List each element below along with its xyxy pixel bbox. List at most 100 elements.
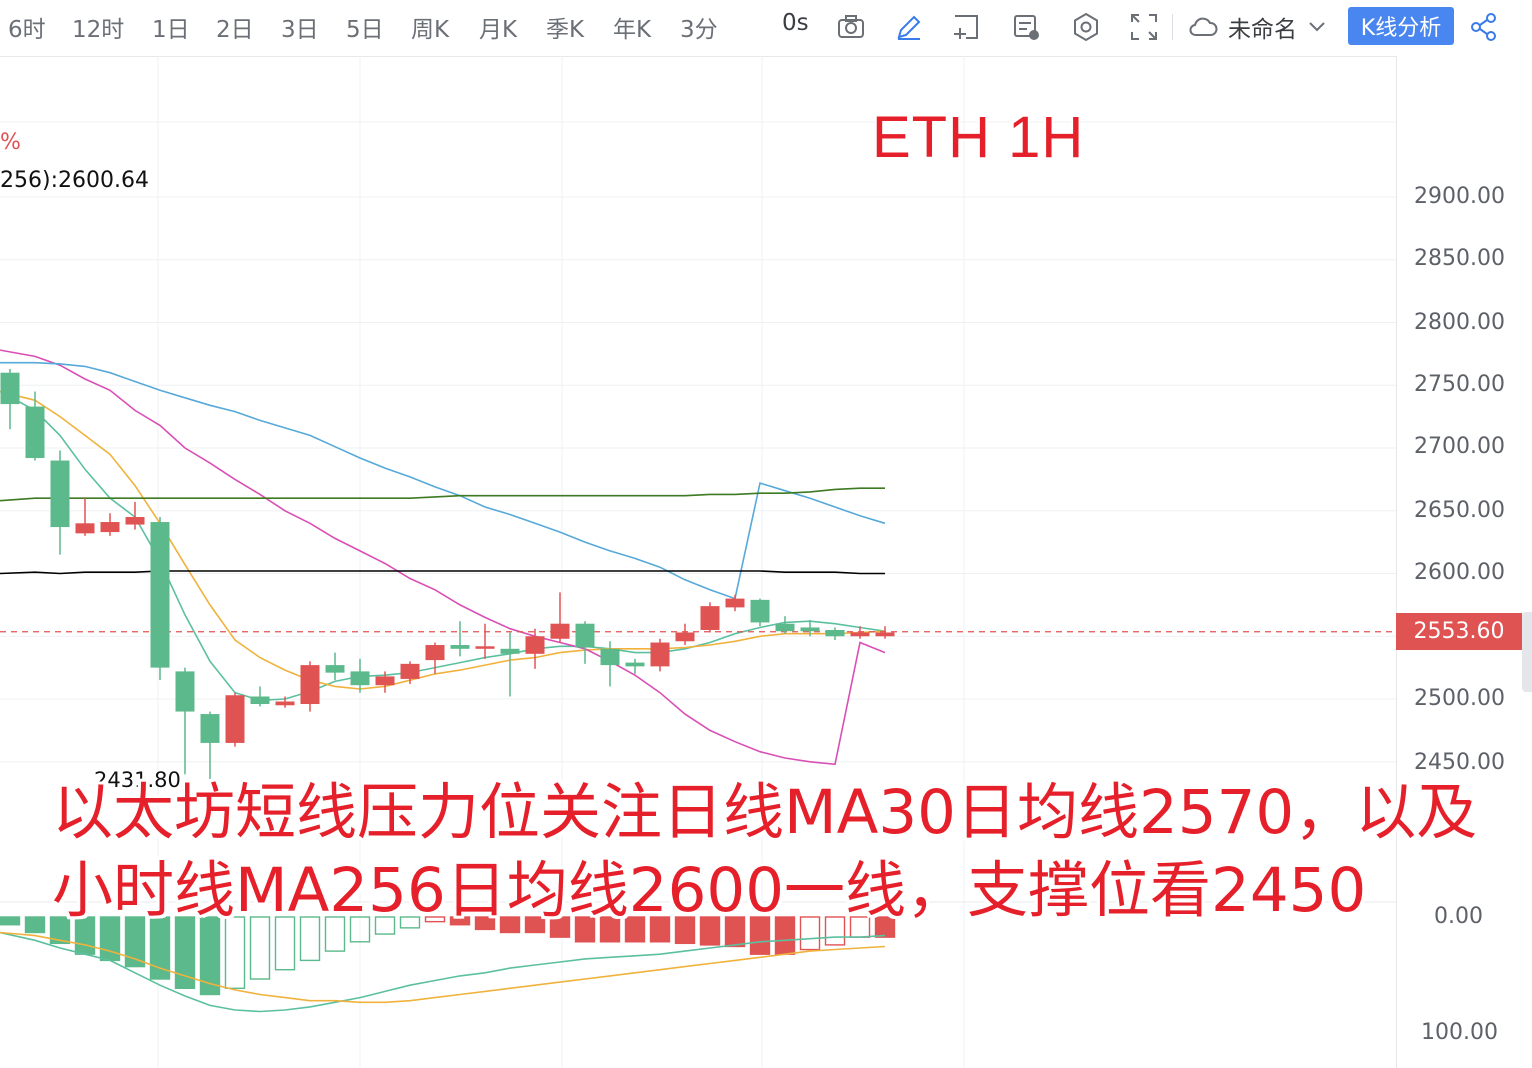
moving-average-line <box>0 390 886 690</box>
macd-axis-label: 0.00 <box>1434 904 1483 929</box>
macd-histogram-bar <box>874 916 896 938</box>
macd-histogram-bar <box>674 916 696 945</box>
candle-body <box>350 671 370 686</box>
candle-body <box>650 642 670 667</box>
macd-histogram-bar <box>124 916 146 968</box>
candle-body <box>850 632 870 637</box>
macd-histogram-bar <box>449 916 471 926</box>
settings-icon[interactable] <box>1070 11 1102 43</box>
price-axis-label: 2850.00 <box>1414 246 1505 271</box>
timeframe-tab[interactable]: 5日 <box>346 17 384 43</box>
candle-body <box>200 714 220 743</box>
price-axis[interactable] <box>1396 56 1532 1068</box>
chart-title: ETH 1H <box>872 105 1085 170</box>
macd-histogram-bar <box>724 916 746 948</box>
candle-body <box>300 665 320 705</box>
annotation-line-1: 以太坊短线压力位关注日线MA30日均线2570，以及 <box>52 777 1478 848</box>
moving-average-line <box>0 361 886 600</box>
timeframe-tab[interactable]: 1日 <box>152 17 190 43</box>
macd-histogram-bar <box>49 916 71 945</box>
moving-average-line <box>0 487 885 502</box>
toolbar-divider <box>1172 14 1173 40</box>
macd-histogram-bar <box>349 916 371 943</box>
moving-average-line <box>0 349 886 766</box>
layout-name[interactable]: 未命名 <box>1228 17 1297 43</box>
candle-body <box>725 598 745 608</box>
macd-histogram-bar <box>799 916 821 951</box>
k-line-analysis-button[interactable]: K线分析 <box>1348 7 1454 45</box>
cloud-icon[interactable] <box>1187 11 1219 43</box>
timeframe-tab[interactable]: 月K <box>479 17 518 43</box>
candle-body <box>425 645 445 661</box>
candle-body <box>875 632 895 637</box>
macd-histogram-bar <box>574 916 596 943</box>
toolbar: 6时 12时 1日 2日 3日 5日 周K 月K 季K 年K 3分 0s 未命名 K线分析 <box>0 0 1532 57</box>
timeframe-tab[interactable]: 年K <box>613 17 652 43</box>
candle-body <box>500 648 520 654</box>
timeframe-tab[interactable]: 3分 <box>680 17 718 43</box>
macd-dif-line <box>0 931 886 1013</box>
candle-body <box>0 372 20 405</box>
macd-histogram-bar <box>649 916 671 943</box>
timeframe-tab[interactable]: 12时 <box>72 17 125 43</box>
macd-dea-line <box>0 931 886 1004</box>
macd-histogram-bar <box>274 916 296 971</box>
timeframe-tab[interactable]: 2日 <box>216 17 254 43</box>
candle-body <box>400 663 420 679</box>
annotation-line-2: 小时线MA256日均线2600一线，支撑位看2450 <box>52 855 1367 926</box>
candle-body <box>125 517 145 525</box>
price-axis-label: 2650.00 <box>1414 498 1505 523</box>
candle-body <box>175 671 195 712</box>
candle-body <box>150 522 170 668</box>
macd-histogram-bar <box>824 916 846 946</box>
candle-body <box>550 623 570 639</box>
candlestick-chart[interactable] <box>0 56 1396 1068</box>
macd-histogram-bar <box>324 916 346 952</box>
macd-histogram-bar <box>299 916 321 962</box>
macd-histogram-bar <box>399 916 421 929</box>
timeframe-tab[interactable]: 周K <box>411 17 450 43</box>
price-axis-label: 2600.00 <box>1414 560 1505 585</box>
panel-scroll-handle[interactable] <box>1522 612 1532 692</box>
candle-body <box>700 606 720 630</box>
candle-body <box>325 665 345 673</box>
macd-histogram-bar <box>174 916 196 990</box>
candle-body <box>625 662 645 667</box>
candle-body <box>600 648 620 666</box>
candle-body <box>25 406 45 459</box>
current-price-tag: 2553.60 <box>1396 613 1522 650</box>
macd-histogram-bar <box>24 916 46 934</box>
macd-histogram-bar <box>749 916 771 955</box>
legend-ma256: 256):2600.64 <box>0 168 149 193</box>
danmaku-icon[interactable] <box>1010 11 1042 43</box>
countdown-label: 0s <box>782 10 809 36</box>
macd-histogram-bar <box>624 916 646 943</box>
timeframe-tab[interactable]: 季K <box>546 17 585 43</box>
pencil-icon[interactable] <box>893 11 925 43</box>
candle-body <box>775 623 795 632</box>
candle-body <box>525 636 545 654</box>
macd-histogram-bar <box>224 916 246 990</box>
candle-body <box>750 599 770 623</box>
candle-body <box>75 523 95 534</box>
legend-percent: % <box>0 130 21 155</box>
candle-body <box>825 629 845 637</box>
macd-histogram-bar <box>0 916 21 926</box>
macd-histogram-bar <box>524 916 546 934</box>
candle-body <box>675 632 695 642</box>
price-axis-label: 2500.00 <box>1414 686 1505 711</box>
timeframe-tab[interactable]: 3日 <box>281 17 319 43</box>
camera-icon[interactable] <box>835 11 867 43</box>
price-axis-label: 2800.00 <box>1414 310 1505 335</box>
macd-histogram-bar <box>549 916 571 938</box>
chevron-down-icon[interactable] <box>1304 13 1330 39</box>
add-frame-icon[interactable] <box>950 11 982 43</box>
macd-histogram-bar <box>474 916 496 931</box>
candle-body <box>250 696 270 705</box>
candle-body <box>475 646 495 649</box>
fullscreen-icon[interactable] <box>1128 11 1160 43</box>
timeframe-tab[interactable]: 6时 <box>8 17 46 43</box>
candle-body <box>800 627 820 632</box>
share-icon[interactable] <box>1468 11 1500 43</box>
macd-histogram-bar <box>149 916 171 980</box>
